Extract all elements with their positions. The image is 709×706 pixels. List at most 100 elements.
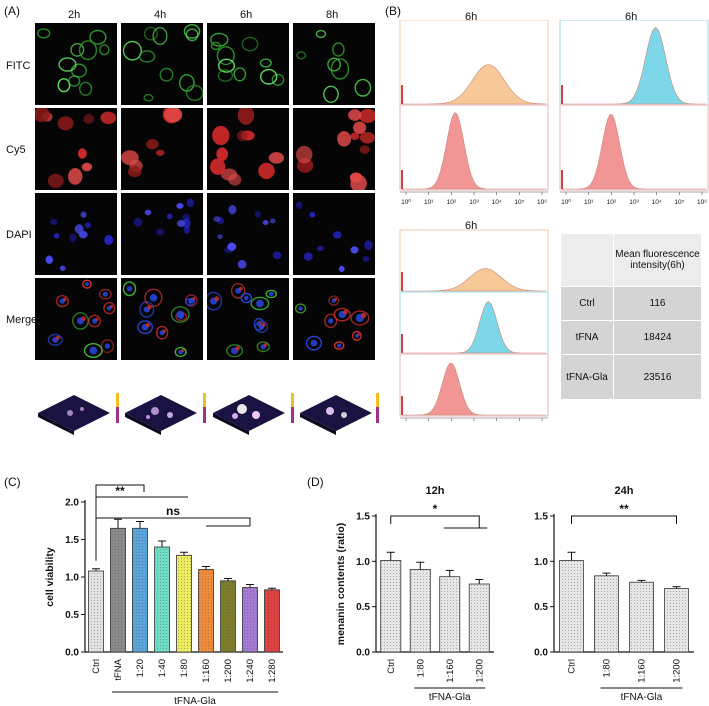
cell xyxy=(127,166,142,178)
hist2-ctrl-frame xyxy=(559,104,709,191)
nucleus xyxy=(268,291,274,297)
x-tick-label: 10⁶ xyxy=(697,199,707,206)
micrograph-cells xyxy=(35,108,117,189)
bar-texture xyxy=(559,560,584,652)
nucleus xyxy=(310,339,318,347)
y-tick-label: 0.0 xyxy=(534,648,548,659)
hist1-tfna-gla-axis-spike xyxy=(401,85,403,104)
cell xyxy=(254,320,269,334)
y-tick-label: 0.5 xyxy=(534,602,548,613)
cell xyxy=(258,162,275,180)
channel-label-cy5: Cy5 xyxy=(6,144,26,156)
x-tick-label: 10⁵ xyxy=(674,199,684,206)
cy5-spot xyxy=(334,297,338,301)
micrograph-fitc-8h xyxy=(293,23,375,105)
y-tick-label: 2.0 xyxy=(65,498,79,509)
surface-plot-2h xyxy=(38,393,119,435)
bar-texture xyxy=(242,587,258,652)
nucleus xyxy=(102,291,108,297)
cy5-spot xyxy=(181,348,185,352)
x-tick-label: 1:280 xyxy=(267,659,278,683)
cell xyxy=(159,67,174,82)
ns-label: ns xyxy=(166,504,180,518)
hist2-tfna-axis-spike xyxy=(561,85,563,104)
melanin-12h-chart: 0.0 0.5 1.0 1.5 menanin contents (ratio) 12h C… xyxy=(335,485,494,703)
cell xyxy=(216,46,235,66)
micrograph-fitc-6h xyxy=(207,23,289,105)
cy5-spot xyxy=(238,286,243,291)
cell xyxy=(57,78,71,93)
cell xyxy=(144,288,163,307)
x-tick-label: 10⁴ xyxy=(492,199,502,206)
x-tick-label: 10⁴ xyxy=(652,199,662,206)
cell xyxy=(133,217,143,227)
cell xyxy=(47,333,63,346)
cell xyxy=(81,162,93,172)
y-tick-label: 0.0 xyxy=(356,648,370,659)
cell xyxy=(337,131,352,147)
cell xyxy=(82,279,92,289)
micrograph-cells xyxy=(207,282,277,358)
hist3-ctrl-curve xyxy=(402,362,546,416)
cell xyxy=(210,41,221,51)
micrograph-cells xyxy=(133,198,195,236)
cell xyxy=(152,26,168,46)
mfi-row-label: Ctrl xyxy=(560,286,614,321)
nucleus xyxy=(328,318,334,324)
hist3-ctrl-frame xyxy=(399,353,549,417)
micrograph-cy5-4h xyxy=(121,108,203,190)
surface-plot-4h xyxy=(125,393,206,435)
bar-texture xyxy=(264,589,280,653)
hist2-tfna-curve xyxy=(562,27,706,105)
cell xyxy=(183,23,201,39)
cy5-spot xyxy=(109,304,114,309)
y-tick-label: 1.5 xyxy=(534,512,548,523)
bar-texture xyxy=(154,547,170,652)
hist2-ctrl-curve xyxy=(562,114,706,190)
cell xyxy=(155,325,169,340)
x-tick-label: 1:200 xyxy=(474,659,485,683)
cell xyxy=(352,330,362,342)
cell xyxy=(230,282,246,299)
cell xyxy=(271,73,285,86)
surface-plots xyxy=(38,393,379,435)
cell xyxy=(250,296,270,311)
y-tick-label: 1.5 xyxy=(356,512,370,523)
cell xyxy=(294,303,307,314)
mfi-row-label: tFNA xyxy=(560,320,614,355)
x-tick-label: 10⁶ xyxy=(537,199,547,206)
bar-texture xyxy=(176,555,192,653)
cell xyxy=(55,295,70,308)
cell xyxy=(49,218,58,226)
x-tick-label: 1:200 xyxy=(672,659,683,683)
x-tick-label: Ctrl xyxy=(91,659,102,674)
hist3-tfna-curve xyxy=(402,301,546,354)
x-tick-label: 1:160 xyxy=(637,659,648,683)
cell xyxy=(143,26,158,41)
micrograph-dapi-2h xyxy=(35,193,117,275)
x-tick-label: 10¹ xyxy=(584,199,594,206)
x-tick-label: 10² xyxy=(607,199,617,206)
y-tick-label: 0.5 xyxy=(65,610,79,621)
cell xyxy=(57,116,74,131)
y-tick-label: 1.5 xyxy=(65,535,79,546)
x-tick-label: 10⁵ xyxy=(514,199,524,206)
cell xyxy=(269,218,276,224)
cell xyxy=(228,204,237,215)
time-label-8h: 8h xyxy=(326,9,339,21)
bar-texture xyxy=(220,580,236,653)
cell xyxy=(143,93,154,102)
cell xyxy=(122,281,137,297)
cell xyxy=(89,29,107,45)
cell xyxy=(210,32,229,47)
bar-texture xyxy=(380,560,401,652)
bar-texture xyxy=(594,575,619,652)
cell-viability-chart: 0.0 0.5 1.0 1.5 2.0 cell viability Ctrl tFNA 1:2… xyxy=(44,484,283,706)
x-tick-label: 10⁰ xyxy=(401,424,411,425)
cell xyxy=(226,344,244,358)
cy5-spot xyxy=(145,322,151,328)
cell xyxy=(262,220,269,226)
cell xyxy=(324,313,338,329)
x-tick-label: 1:240 xyxy=(245,659,256,683)
panel-b-label: (B) xyxy=(385,4,401,18)
